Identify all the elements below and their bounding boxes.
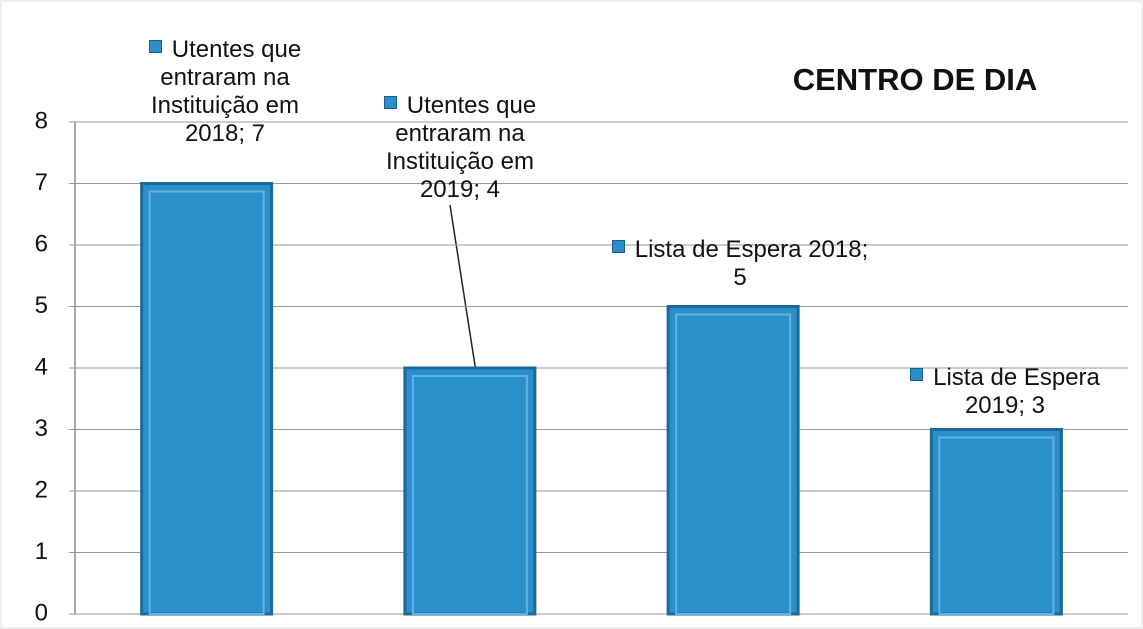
bar <box>929 428 1063 616</box>
data-label: Utentes que entraram na Instituição em 2… <box>360 92 560 204</box>
data-label: Utentes que entraram na Instituição em 2… <box>130 36 320 148</box>
y-tick-label: 4 <box>35 353 48 380</box>
y-tick-label: 5 <box>35 292 48 319</box>
label-text: Lista de Espera 2018; 5 <box>634 236 869 291</box>
leader-line <box>449 204 477 373</box>
label-text: Utentes que entraram na Instituição em 2… <box>150 36 302 147</box>
y-tick-label: 8 <box>35 107 48 134</box>
label-text: Utentes que entraram na Instituição em 2… <box>385 92 537 203</box>
bar <box>403 366 537 616</box>
label-key <box>148 40 162 53</box>
bar-bevel <box>675 313 792 615</box>
data-label: Lista de Espera 2019; 3 <box>880 364 1130 420</box>
chart-title: CENTRO DE DIA <box>792 62 1038 97</box>
label-text: Lista de Espera 2019; 3 <box>933 364 1100 419</box>
y-tick-label: 2 <box>35 476 48 503</box>
y-tick-label: 7 <box>35 169 48 196</box>
bar-bevel <box>938 436 1055 615</box>
label-key <box>383 96 397 109</box>
bar-bevel <box>411 375 528 615</box>
label-key <box>910 368 924 381</box>
y-tick-label: 1 <box>35 538 48 565</box>
data-label: Lista de Espera 2018; 5 <box>610 236 870 292</box>
y-tick-label: 0 <box>35 599 48 626</box>
y-tick-label: 6 <box>35 230 48 257</box>
bar-bevel <box>148 190 265 615</box>
bar <box>666 305 800 616</box>
label-key <box>611 240 625 253</box>
y-tick-label: 3 <box>35 415 48 442</box>
bar <box>140 182 274 616</box>
